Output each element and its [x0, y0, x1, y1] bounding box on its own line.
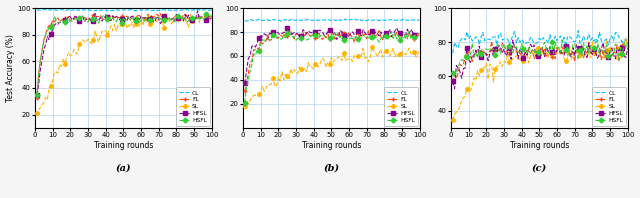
X-axis label: Training rounds: Training rounds: [509, 141, 569, 150]
Text: (b): (b): [323, 164, 339, 173]
X-axis label: Training rounds: Training rounds: [93, 141, 153, 150]
Y-axis label: Test Accuracy (%): Test Accuracy (%): [6, 34, 15, 102]
Legend: CL, FL, SL, HFSL, HSFL: CL, FL, SL, HFSL, HSFL: [593, 87, 626, 126]
Legend: CL, FL, SL, HFSL, HSFL: CL, FL, SL, HFSL, HSFL: [385, 87, 418, 126]
Legend: CL, FL, SL, HFSL, HSFL: CL, FL, SL, HFSL, HSFL: [177, 87, 210, 126]
Text: (a): (a): [115, 164, 131, 173]
X-axis label: Training rounds: Training rounds: [301, 141, 361, 150]
Text: (c): (c): [532, 164, 547, 173]
